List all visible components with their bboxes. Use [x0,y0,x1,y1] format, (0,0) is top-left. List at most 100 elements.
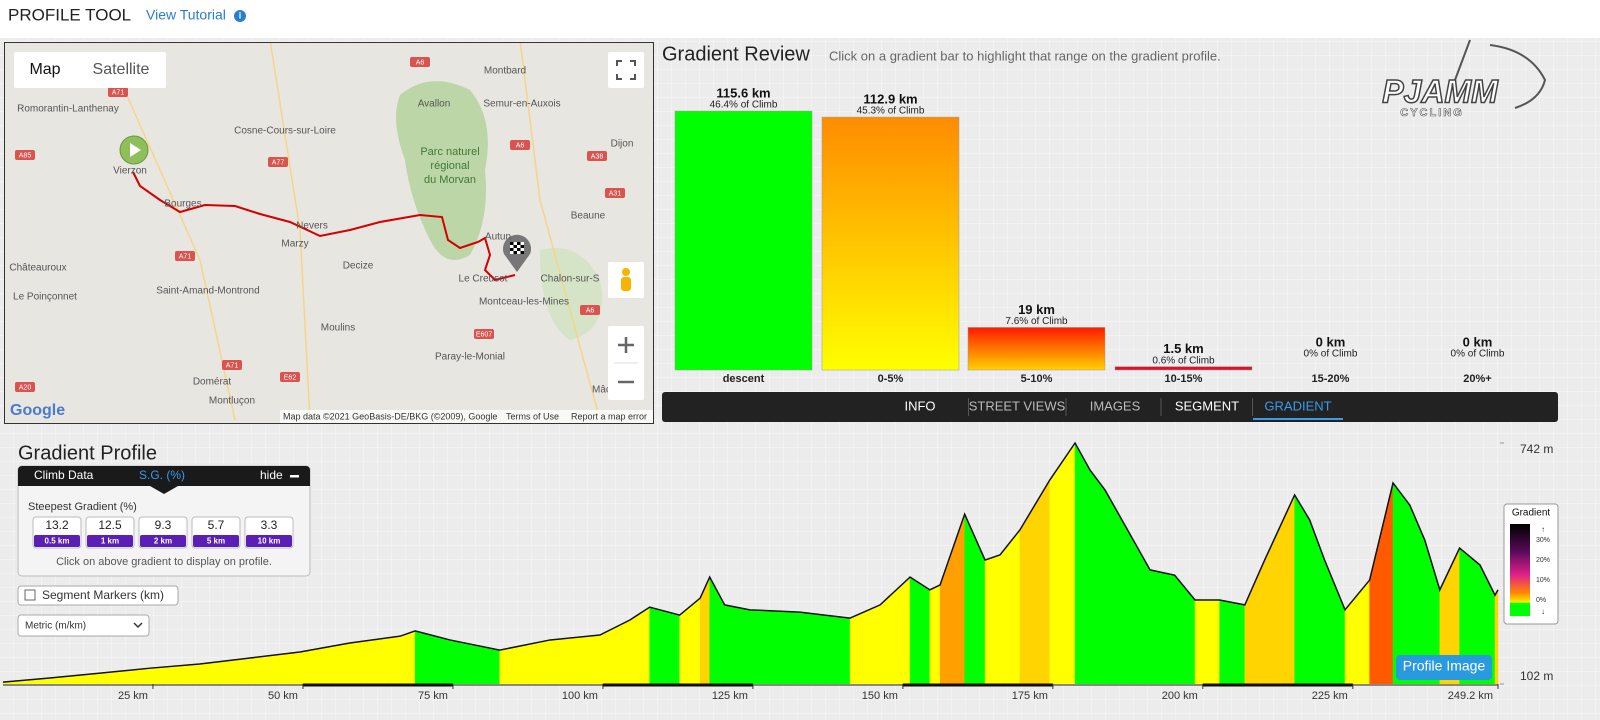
profile-segment[interactable] [1219,599,1246,685]
panel-tab[interactable]: Climb Data [34,468,94,482]
hide-button[interactable]: hide [260,468,283,482]
place-label: Autun [485,232,511,243]
x-tick-label: 125 km [712,690,748,702]
place-label: du Morvan [424,174,476,186]
profile-segment[interactable] [999,529,1021,685]
profile-segment[interactable] [1074,442,1091,685]
place-label: Domérat [193,377,232,388]
sg-window: 5 km [207,537,225,546]
tab[interactable]: IMAGES [1090,398,1141,413]
route [132,171,516,282]
tab[interactable]: SEGMENT [1175,398,1239,413]
profile-segment[interactable] [649,606,680,685]
checkbox[interactable] [24,589,36,601]
place-label: Semur-en-Auxois [483,99,560,110]
profile-segment[interactable] [399,630,416,685]
map[interactable]: Montbard Avallon Semur-en-Auxois Romorantin… [5,40,653,423]
units-select[interactable] [17,614,150,637]
sg-window-bg [34,535,80,547]
legend-tick: 0% [1536,597,1546,604]
profile-segment[interactable] [984,554,1001,685]
road-shield [268,157,288,167]
tutorial-link[interactable]: View Tutorial [146,7,226,23]
road-shield [410,57,430,67]
sg-window: 2 km [154,537,172,546]
x-tick-label: 200 km [1162,690,1198,702]
finish-flag [510,242,524,254]
profile-segment[interactable] [1089,469,1106,685]
tab[interactable]: INFO [904,398,935,413]
legend-arrow: ↓ [1541,607,1545,616]
bar-share-label: 0.6% of Climb [1152,355,1215,366]
bar-km-label: 1.5 km [1163,341,1203,356]
tab[interactable]: GRADIENT [1264,398,1331,413]
profile-segment[interactable] [549,634,601,685]
attribution[interactable]: Terms of Use [506,411,559,421]
road-label: A6 [586,307,595,314]
gradient-bar[interactable] [1114,366,1253,371]
bar-km-label: 112.9 km [863,92,917,107]
place-label: Saint-Amand-Montrond [156,286,259,297]
profile-segment[interactable] [909,576,931,685]
panel-tab[interactable]: S.G. (%) [139,468,185,482]
profile-segment[interactable] [724,604,751,685]
profile-segment[interactable] [1149,569,1175,685]
bar-category: 15-20% [1312,373,1350,385]
profile-image-button[interactable] [1396,655,1492,680]
map-tab[interactable]: Satellite [93,61,150,78]
map-type-control [14,52,166,88]
profile-segment[interactable] [749,609,800,685]
segment-markers-toggle[interactable] [17,585,179,606]
road-label: A71 [112,89,125,96]
road-shield [580,305,600,315]
attribution: Map data ©2021 GeoBasis-DE/BKG (©2009), … [283,411,497,421]
legend-arrow: ↑ [1541,525,1545,534]
place-label: Mâcon [592,385,622,396]
forest [540,248,602,340]
profile-segment[interactable] [1049,442,1076,685]
profile-segment[interactable] [929,584,941,685]
units-label: Metric (m/km) [25,621,86,632]
sg-value: 3.3 [261,518,278,532]
x-tick-label: 75 km [418,690,448,702]
x-tick-label: 100 km [562,690,598,702]
road-label: A85 [19,152,32,159]
road-label: E62 [284,374,297,381]
profile-segment[interactable] [1294,494,1310,685]
info-icon[interactable] [234,10,246,22]
gradient-bar[interactable] [674,110,813,371]
tab[interactable]: STREET VIEWS [969,398,1066,413]
finish-checks [510,242,524,254]
bar-category: 10-15% [1165,373,1203,385]
fullscreen-button[interactable] [608,52,644,88]
legend-colorbar [1510,524,1530,616]
attribution-bg [280,410,653,423]
road-label: A38 [591,153,604,160]
profile-segment[interactable] [799,611,851,685]
bar-share-label: 0% of Climb [1451,349,1505,360]
sg-value: 13.2 [45,518,69,532]
sg-window: 1 km [101,537,119,546]
zoom-in[interactable] [618,337,634,353]
place-label: Vierzon [113,166,147,177]
place-label: Romorantin-Lanthenay [17,104,119,115]
road-shield [15,382,35,392]
attribution[interactable]: Report a map error [571,411,647,421]
legend-tick: 30% [1536,537,1550,544]
x-tick-label: 150 km [862,690,898,702]
profile-segment[interactable] [1392,482,1411,685]
profile-segment[interactable] [1194,599,1220,685]
sg-window: 10 km [258,537,281,546]
bar-category: descent [723,373,765,385]
profile-segment[interactable] [1494,588,1499,685]
profile-segment[interactable] [349,635,401,685]
road-label: A20 [19,384,32,391]
place-label: Montceau-les-Mines [479,297,569,308]
gradient-bar[interactable] [821,116,960,371]
hide-icon [290,475,299,478]
map-tab[interactable]: Map [29,61,60,78]
gradient-bar[interactable] [967,327,1106,371]
bar-category: 20%+ [1463,373,1491,385]
place-label: Parc naturel [420,146,479,158]
profile-title: Gradient Profile [18,442,157,464]
